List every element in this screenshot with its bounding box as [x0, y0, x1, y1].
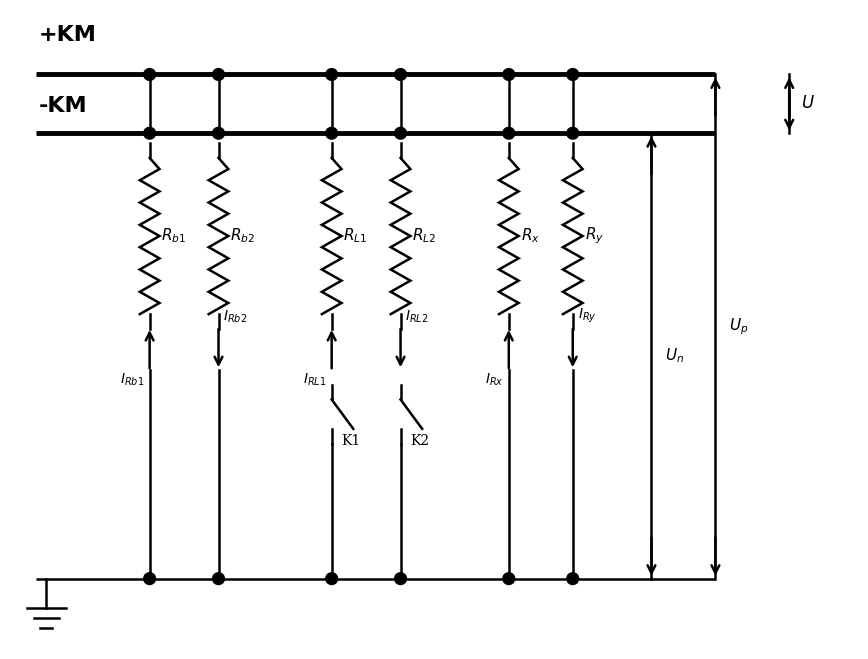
Text: K2: K2: [411, 434, 430, 447]
Circle shape: [213, 573, 225, 585]
Text: $U$: $U$: [801, 96, 815, 112]
Circle shape: [144, 573, 155, 585]
Text: $R_{b2}$: $R_{b2}$: [230, 227, 255, 245]
Text: +KM: +KM: [38, 25, 96, 45]
Text: $R_{y}$: $R_{y}$: [584, 226, 603, 246]
Text: $I_{Rb1}$: $I_{Rb1}$: [121, 372, 145, 389]
Text: $U_{p}$: $U_{p}$: [729, 316, 748, 337]
Text: $R_{b1}$: $R_{b1}$: [161, 227, 187, 245]
Circle shape: [144, 127, 155, 139]
Circle shape: [503, 127, 515, 139]
Circle shape: [213, 69, 225, 80]
Text: $I_{RL1}$: $I_{RL1}$: [303, 372, 326, 389]
Text: $R_{x}$: $R_{x}$: [521, 227, 540, 245]
Circle shape: [395, 127, 406, 139]
Text: $I_{Rx}$: $I_{Rx}$: [485, 372, 503, 389]
Circle shape: [213, 127, 225, 139]
Circle shape: [503, 573, 515, 585]
Circle shape: [567, 69, 579, 80]
Circle shape: [503, 69, 515, 80]
Circle shape: [395, 69, 406, 80]
Text: $I_{RL2}$: $I_{RL2}$: [405, 308, 429, 325]
Text: K1: K1: [341, 434, 361, 447]
Text: $U_{n}$: $U_{n}$: [665, 347, 684, 365]
Text: $R_{L2}$: $R_{L2}$: [412, 227, 437, 245]
Circle shape: [567, 573, 579, 585]
Text: $R_{L1}$: $R_{L1}$: [344, 227, 368, 245]
Circle shape: [144, 69, 155, 80]
Circle shape: [326, 69, 338, 80]
Text: $I_{Ry}$: $I_{Ry}$: [578, 307, 596, 325]
Circle shape: [326, 573, 338, 585]
Text: -KM: -KM: [38, 96, 87, 116]
Text: $I_{Rb2}$: $I_{Rb2}$: [223, 308, 247, 325]
Circle shape: [567, 127, 579, 139]
Circle shape: [395, 573, 406, 585]
Circle shape: [326, 127, 338, 139]
